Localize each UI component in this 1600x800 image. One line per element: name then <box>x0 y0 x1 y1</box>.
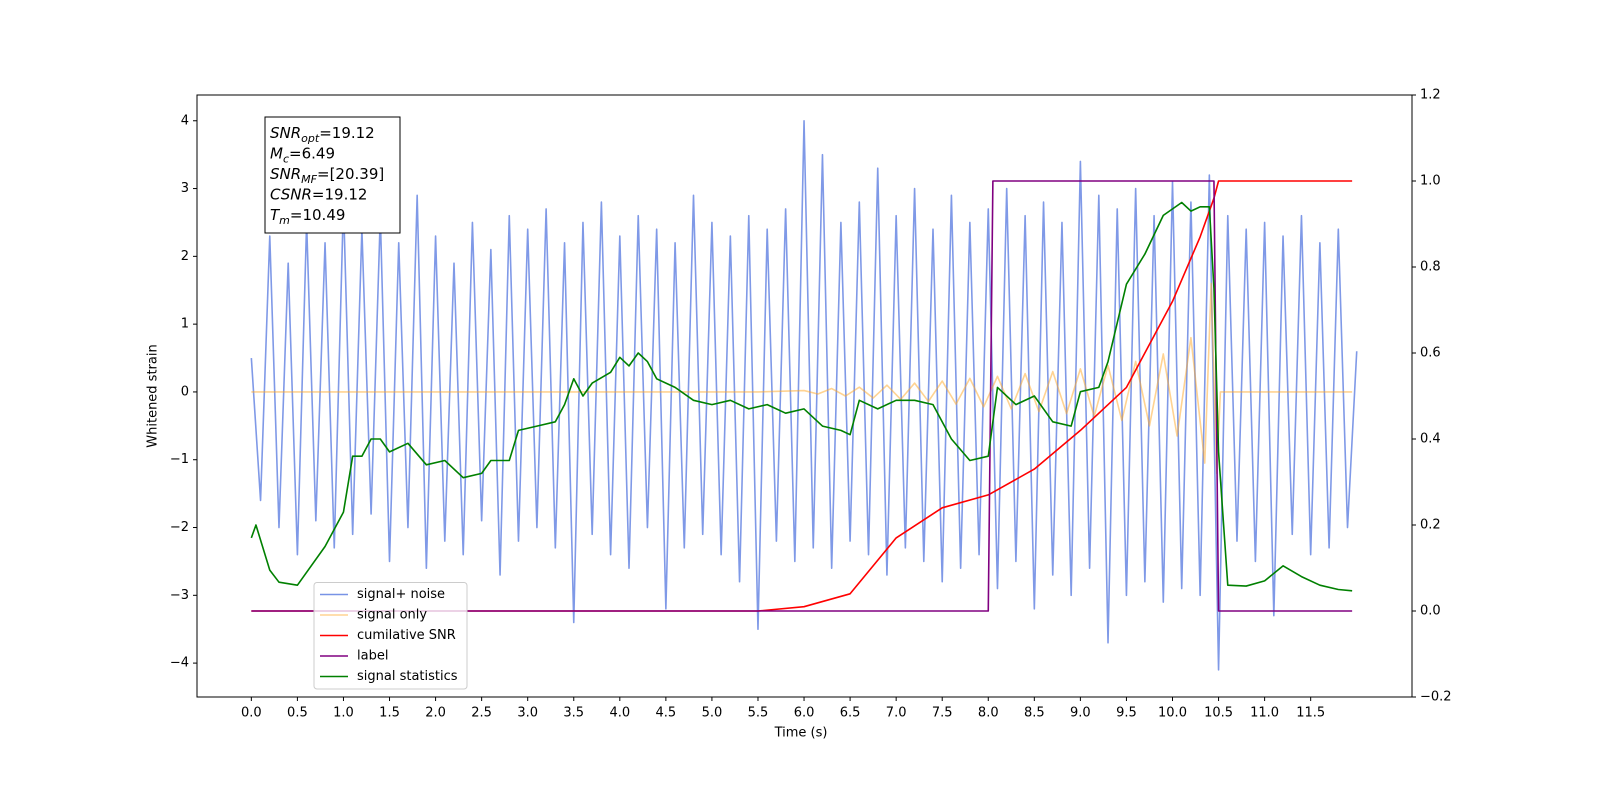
annotation-text: =10.49 <box>290 206 346 224</box>
legend-box <box>313 582 468 690</box>
y-tick-label: 4 <box>181 113 189 128</box>
x-tick-label: 10.5 <box>1204 706 1233 721</box>
annotation-subscript: MF <box>301 173 317 186</box>
x-tick-label: 11.0 <box>1250 706 1279 721</box>
annotation-text: =6.49 <box>289 145 335 163</box>
plot-area <box>250 119 1358 671</box>
annotation-symbol: CSNR <box>270 186 312 204</box>
annotation-line: Mc=6.49 <box>270 145 335 166</box>
x-tick-label: 3.5 <box>563 706 584 721</box>
y2-tick-label: 0.4 <box>1420 432 1441 447</box>
legend-label: signal statistics <box>357 669 458 684</box>
x-tick-label: 4.5 <box>656 706 677 721</box>
y-tick-label: 2 <box>181 249 189 264</box>
x-tick-label: 4.0 <box>609 706 630 721</box>
annotation-text: =[20.39] <box>317 165 384 183</box>
annotation-line: SNRopt=19.12 <box>270 124 375 145</box>
y-tick-label: −2 <box>170 520 189 535</box>
x-tick-label: 1.5 <box>379 706 400 721</box>
x-tick-label: 5.0 <box>702 706 723 721</box>
y-tick-label: 3 <box>181 181 189 196</box>
legend-label: label <box>357 649 388 664</box>
annotation-subscript: opt <box>301 132 320 145</box>
annotation-line: Tm=10.49 <box>270 206 345 227</box>
x-axis-label: Time (s) <box>774 726 828 741</box>
annotation: SNRopt=19.12Mc=6.49SNRMF=[20.39]CSNR=19.… <box>264 116 401 234</box>
x-tick-label: 9.5 <box>1116 706 1137 721</box>
x-tick-label: 0.0 <box>241 706 262 721</box>
annotation-symbol: SNR <box>270 124 301 142</box>
legend: signal+ noise signal only cumilative SNR la… <box>313 582 468 690</box>
x-tick-label: 5.5 <box>748 706 769 721</box>
series-line <box>251 180 1353 612</box>
annotation-line: SNRMF=[20.39] <box>270 165 384 186</box>
y2-tick-label: 0.2 <box>1420 518 1441 533</box>
y-tick-label: 0 <box>181 384 189 399</box>
x-tick-label: 3.0 <box>517 706 538 721</box>
x-tick-label: 11.5 <box>1296 706 1325 721</box>
x-tick-label: 7.0 <box>886 706 907 721</box>
y2-tick-label: 1.2 <box>1420 88 1441 103</box>
y-tick-label: −4 <box>170 656 189 671</box>
legend-label: cumilative SNR <box>357 628 456 643</box>
annotation-line: CSNR=19.12 <box>270 186 367 204</box>
x-tick-label: 10.0 <box>1158 706 1187 721</box>
x-tick-label: 6.5 <box>840 706 861 721</box>
x-tick-label: 7.5 <box>932 706 953 721</box>
y-axis-label: Whitened strain <box>146 344 161 447</box>
x-tick-label: 9.0 <box>1070 706 1091 721</box>
x-tick-label: 1.0 <box>333 706 354 721</box>
x-tick-label: 8.5 <box>1024 706 1045 721</box>
annotation-subscript: m <box>279 214 290 227</box>
x-tick-label: 2.5 <box>471 706 492 721</box>
annotation-symbol: SNR <box>270 165 301 183</box>
legend-label: signal+ noise <box>357 587 445 602</box>
y2-tick-label: 0.6 <box>1420 346 1441 361</box>
series-line <box>250 201 1353 592</box>
annotation-symbol: M <box>270 145 283 163</box>
x-tick-label: 8.0 <box>978 706 999 721</box>
axes: 0.0 0.5 1.0 1.5 2.0 2.5 3.0 3.5 4.0 4.5 5.0 5.5 6.0 6… <box>170 88 1452 721</box>
series-line <box>251 282 1353 475</box>
annotation-symbol: T <box>270 206 281 224</box>
annotation-subscript: c <box>283 153 289 166</box>
x-tick-label: 6.0 <box>794 706 815 721</box>
y2-tick-label: 0.8 <box>1420 260 1441 275</box>
y2-tick-label: −0.2 <box>1420 690 1452 705</box>
annotation-text: =19.12 <box>312 186 368 204</box>
legend-label: signal only <box>357 608 427 623</box>
annotation-box <box>264 116 401 234</box>
x-tick-label: 0.5 <box>287 706 308 721</box>
y-tick-label: 1 <box>181 317 189 332</box>
y-tick-label: −3 <box>170 588 189 603</box>
x-tick-label: 2.0 <box>425 706 446 721</box>
annotation-text: =19.12 <box>319 124 375 142</box>
y-tick-label: −1 <box>170 452 189 467</box>
y2-tick-label: 1.0 <box>1420 174 1441 189</box>
y2-tick-label: 0.0 <box>1420 604 1441 619</box>
